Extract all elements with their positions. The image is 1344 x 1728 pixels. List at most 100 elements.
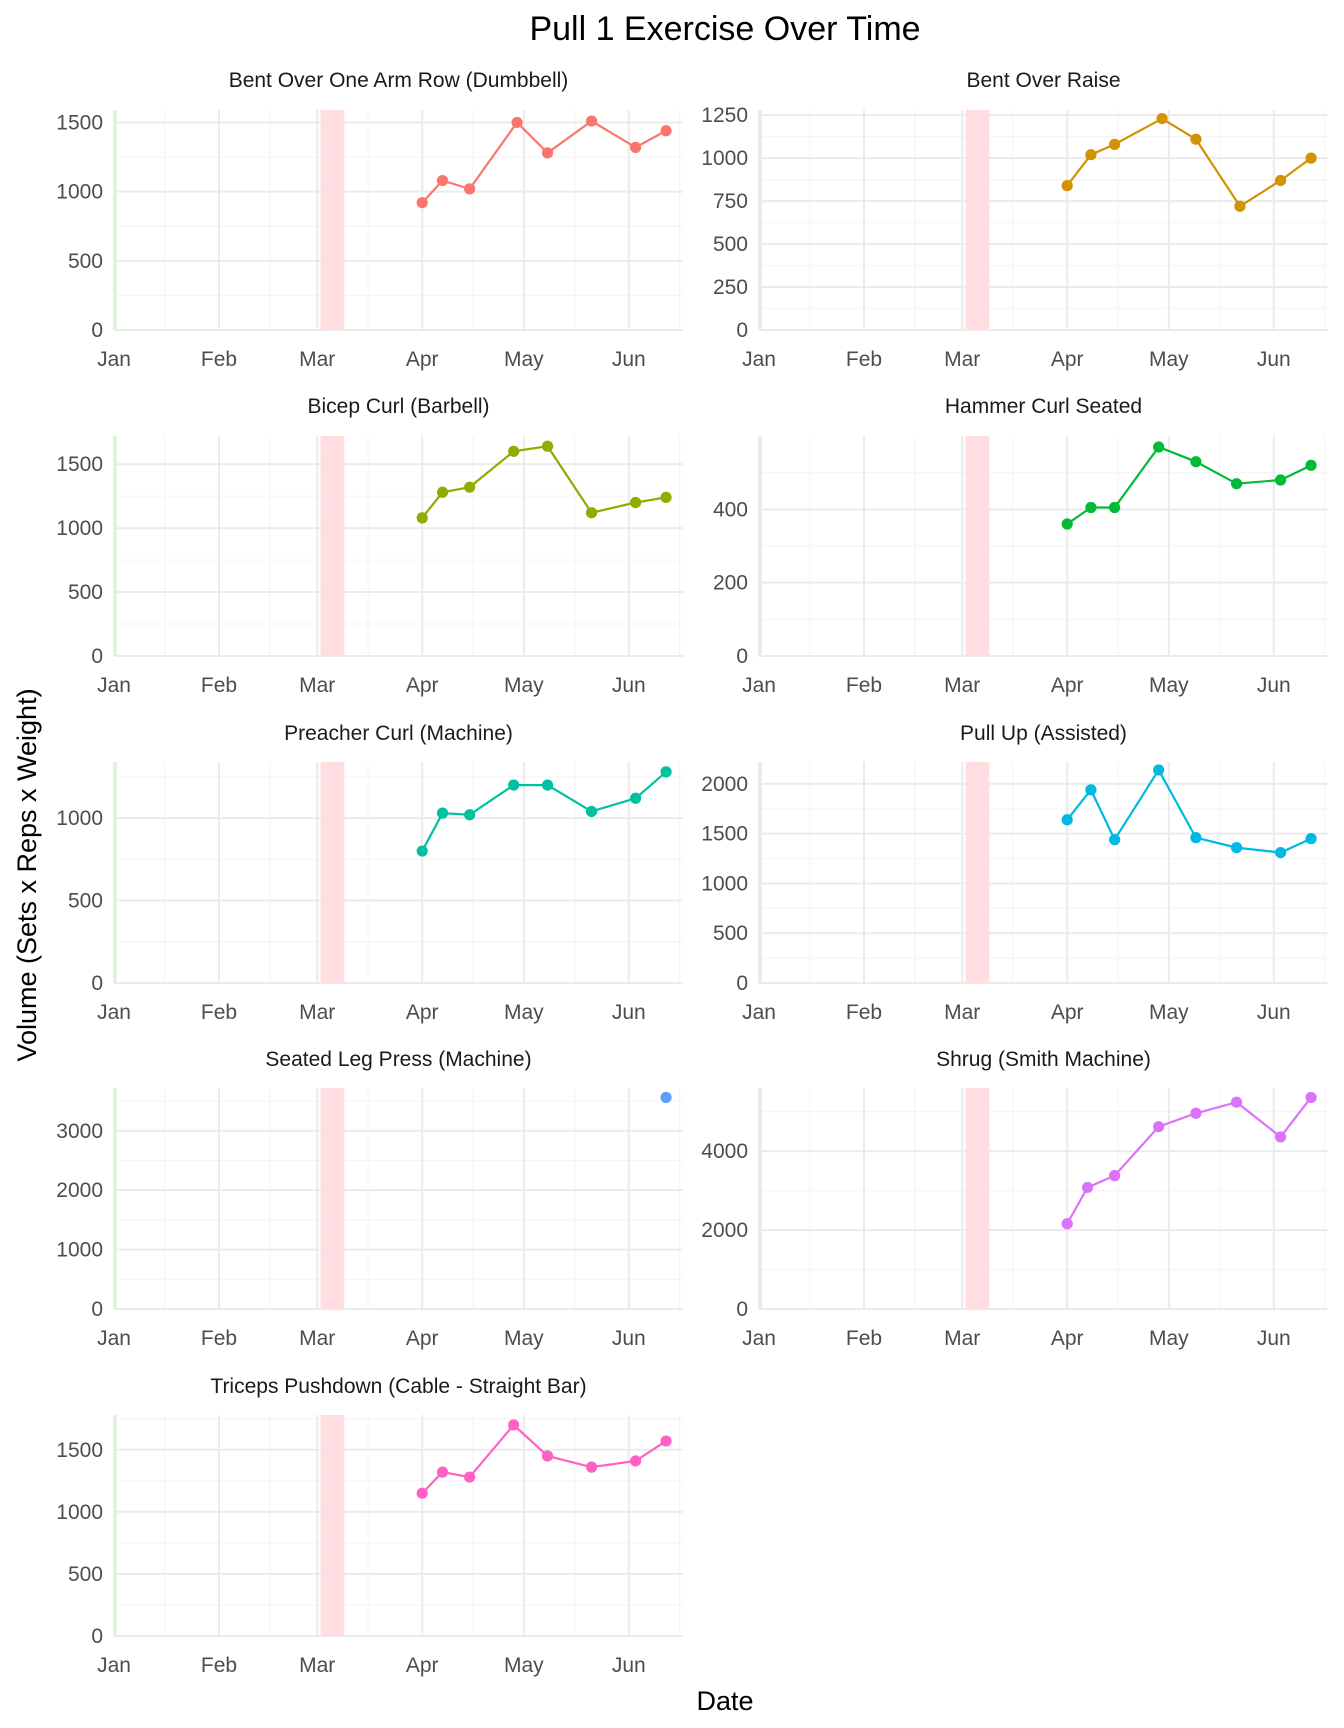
x-tick-label: Feb: [846, 1327, 882, 1350]
y-tick-label: 400: [713, 498, 748, 521]
y-tick-label: 500: [68, 1563, 103, 1586]
x-tick-label: Feb: [201, 1327, 237, 1350]
highlight-band-green: [114, 762, 117, 983]
data-point: [1153, 1121, 1165, 1133]
data-point: [1085, 501, 1097, 514]
y-tick-label: 1000: [56, 1501, 103, 1524]
data-point: [416, 197, 428, 209]
data-point: [1230, 478, 1243, 490]
data-point: [660, 491, 672, 503]
data-point: [416, 512, 428, 524]
highlight-band-green: [759, 436, 762, 656]
data-point: [1190, 832, 1202, 844]
data-point: [1305, 152, 1317, 164]
highlight-band-green: [114, 110, 117, 330]
highlight-band-green: [114, 1415, 117, 1636]
facet-title: Pull Up (Assisted): [960, 722, 1127, 745]
data-point: [629, 792, 642, 804]
x-tick-label: May: [504, 674, 544, 697]
x-tick-label: Jan: [742, 348, 776, 371]
x-tick-label: Apr: [1051, 1327, 1084, 1350]
data-point: [660, 766, 672, 778]
data-point: [660, 1435, 672, 1447]
highlight-band-red: [320, 762, 345, 983]
x-tick-label: May: [504, 1001, 544, 1024]
data-point: [541, 147, 554, 159]
facet-title: Shrug (Smith Machine): [936, 1048, 1151, 1071]
x-tick-label: Apr: [406, 1001, 439, 1024]
x-tick-label: Feb: [201, 674, 237, 697]
highlight-band-green: [114, 1088, 117, 1309]
facet-panel: Preacher Curl (Machine) 0 500 1000 Jan Feb Mar…: [56, 722, 683, 1024]
x-tick-label: Jan: [97, 348, 131, 371]
data-point: [585, 1461, 598, 1473]
x-tick-label: May: [504, 348, 544, 371]
data-point: [416, 845, 428, 857]
data-point: [585, 507, 598, 519]
data-point: [464, 481, 476, 493]
x-tick-label: Mar: [299, 674, 335, 697]
data-point: [1190, 456, 1202, 468]
data-point: [541, 440, 554, 452]
x-tick-label: Jan: [97, 1654, 131, 1677]
x-tick-label: Mar: [299, 1654, 335, 1677]
data-point: [1061, 180, 1073, 192]
x-tick-label: Mar: [299, 348, 335, 371]
data-point: [436, 486, 449, 498]
y-tick-label: 0: [91, 319, 103, 342]
data-point: [1109, 501, 1121, 514]
data-point: [1274, 174, 1287, 187]
y-tick-label: 1500: [56, 453, 103, 476]
x-tick-label: Feb: [201, 1001, 237, 1024]
x-tick-label: Apr: [1051, 348, 1084, 371]
y-tick-label: 0: [91, 645, 103, 668]
data-point: [629, 141, 642, 153]
data-point: [585, 805, 598, 818]
y-tick-label: 500: [68, 890, 103, 913]
y-tick-label: 750: [713, 190, 748, 213]
y-tick-label: 500: [68, 250, 103, 273]
data-point: [1274, 1131, 1287, 1143]
x-tick-label: Jun: [612, 1654, 646, 1677]
highlight-band-red: [965, 436, 990, 656]
y-tick-label: 2000: [701, 1219, 748, 1242]
x-tick-label: Jun: [612, 348, 646, 371]
y-tick-label: 1500: [56, 111, 103, 134]
data-point: [1109, 1170, 1121, 1182]
highlight-band-red: [320, 436, 345, 656]
highlight-band-green: [759, 1088, 762, 1309]
y-tick-label: 500: [68, 581, 103, 604]
data-point: [1274, 474, 1287, 486]
y-tick-label: 4000: [701, 1140, 748, 1163]
highlight-band-red: [320, 110, 345, 330]
facet-panel: Triceps Pushdown (Cable - Straight Bar) 0…: [56, 1375, 683, 1677]
x-tick-label: Jan: [97, 1327, 131, 1350]
highlight-band-green: [759, 762, 762, 983]
x-tick-label: Jun: [612, 674, 646, 697]
x-tick-label: Jun: [612, 1001, 646, 1024]
data-point: [629, 496, 642, 509]
data-point: [1061, 1218, 1073, 1230]
data-point: [1081, 1181, 1094, 1194]
data-point: [1156, 112, 1168, 125]
x-tick-label: Apr: [406, 674, 439, 697]
data-point: [629, 1455, 642, 1467]
data-point: [1153, 441, 1165, 453]
x-tick-label: Jun: [612, 1327, 646, 1350]
data-point: [1085, 149, 1097, 161]
facet-panel: Hammer Curl Seated 0 200 400 Jan Feb Mar Apr May…: [713, 395, 1328, 697]
y-tick-label: 250: [713, 276, 748, 299]
highlight-band-red: [965, 762, 990, 983]
x-tick-label: Apr: [406, 348, 439, 371]
y-tick-label: 1000: [701, 147, 748, 170]
data-point: [436, 807, 449, 819]
data-point: [1085, 784, 1097, 796]
x-tick-label: Feb: [846, 1001, 882, 1024]
chart-title: Pull 1 Exercise Over Time: [529, 10, 920, 48]
data-point: [1230, 842, 1243, 854]
y-tick-label: 2000: [56, 1179, 103, 1202]
data-point: [464, 809, 476, 821]
y-tick-label: 500: [713, 233, 748, 256]
x-tick-label: Jan: [97, 674, 131, 697]
